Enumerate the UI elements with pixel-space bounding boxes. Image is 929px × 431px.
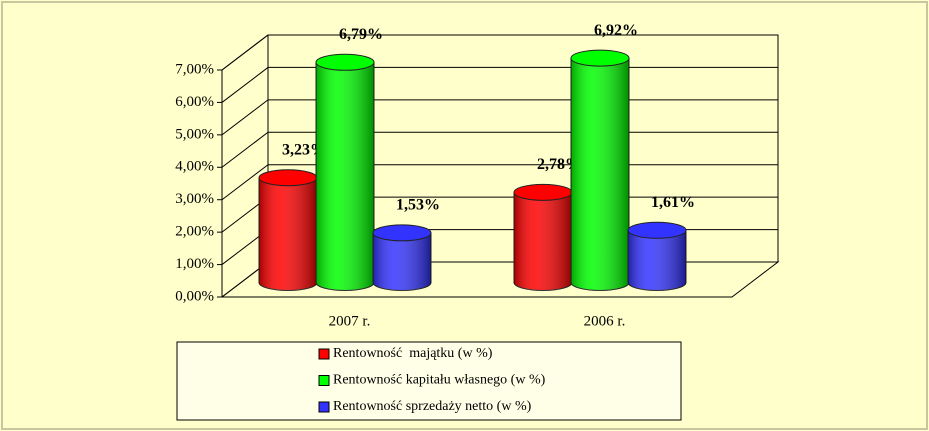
legend-label: Rentowność majątku (w %) — [333, 346, 493, 361]
y-tick-label: 7,00% — [175, 61, 214, 77]
cylinder-top — [627, 221, 687, 239]
y-tick-label: 1,00% — [175, 256, 214, 272]
legend-swatch — [318, 348, 330, 360]
y-tick-label: 5,00% — [175, 126, 214, 142]
x-tick-label: 2006 r. — [584, 313, 626, 329]
cylinder-shade — [628, 230, 686, 291]
data-label: 2,78% — [537, 156, 581, 173]
y-tick-label: 0,00% — [175, 288, 214, 304]
grid-line — [221, 99, 269, 136]
legend-box — [176, 341, 682, 421]
grid-line — [221, 67, 269, 103]
data-label: 1,53% — [396, 197, 440, 214]
cylinder-shade — [571, 58, 629, 291]
cylinder-top — [258, 169, 318, 187]
y-tick-label: 4,00% — [175, 159, 214, 175]
data-label: 6,79% — [339, 26, 383, 43]
legend-swatch — [318, 401, 330, 413]
x-tick-label: 2007 r. — [329, 313, 371, 329]
cylinder-shade — [514, 192, 572, 291]
grid-line — [221, 34, 269, 71]
data-label: 6,92% — [594, 22, 638, 39]
cylinder-shade — [373, 232, 431, 291]
grid-line — [221, 131, 269, 168]
cylinder-top — [513, 183, 573, 201]
data-label: 3,23% — [282, 141, 326, 158]
cylinder-shade — [259, 177, 317, 291]
cylinder-top — [570, 49, 630, 67]
cylinder-top — [315, 53, 375, 71]
data-label: 1,61% — [651, 194, 695, 211]
cylinder-shade — [316, 62, 374, 291]
y-tick-label: 3,00% — [175, 191, 214, 207]
legend-label: Rentowność kapitału własnego (w %) — [333, 373, 546, 388]
y-tick-label: 6,00% — [175, 94, 214, 110]
legend-label: Rentowność sprzedaży netto (w %) — [333, 399, 532, 414]
cylinder-top — [372, 224, 432, 242]
y-tick-label: 2,00% — [175, 224, 214, 240]
legend-swatch — [318, 375, 330, 386]
grid-line — [221, 164, 269, 201]
